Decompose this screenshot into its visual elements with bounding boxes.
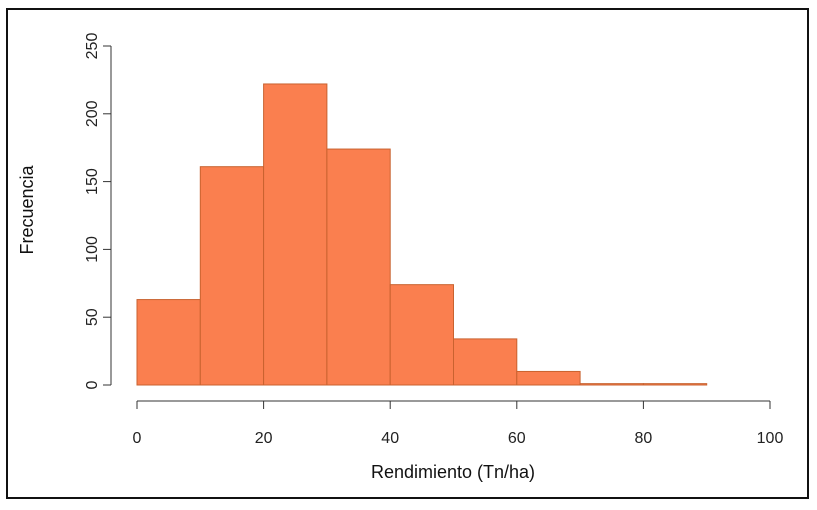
x-tick-label-20: 20	[255, 430, 273, 447]
y-tick-label-100: 100	[84, 236, 101, 263]
y-tick-label-150: 150	[84, 168, 101, 195]
x-tick-label-80: 80	[635, 430, 653, 447]
x-axis-title: Rendimiento (Tn/ha)	[371, 462, 535, 482]
y-axis: 0 50 100 150 200 250	[84, 33, 112, 389]
histogram-bar-0-10	[136, 299, 201, 386]
histogram-bar-70-80	[579, 383, 644, 386]
histogram-bar-80-90	[642, 383, 708, 386]
x-tick-label-0: 0	[133, 430, 142, 447]
y-tick-label-50: 50	[84, 308, 101, 326]
x-axis: 0 20 40 60 80 100	[133, 400, 784, 447]
bars-group	[136, 83, 708, 386]
histogram-bar-50-60	[453, 338, 518, 386]
histogram-bar-20-30	[263, 83, 328, 386]
x-tick-label-60: 60	[508, 430, 526, 447]
histogram-bar-40-50	[389, 284, 455, 386]
y-axis-title: Frecuencia	[17, 164, 37, 254]
x-tick-label-40: 40	[381, 430, 399, 447]
y-tick-label-0: 0	[84, 380, 101, 389]
x-tick-label-100: 100	[757, 430, 784, 447]
histogram-bar-60-70	[516, 370, 581, 386]
y-tick-label-250: 250	[84, 33, 101, 60]
histogram-bar-10-20	[199, 166, 265, 386]
figure-frame	[6, 8, 809, 499]
histogram-bar-30-40	[326, 148, 391, 386]
y-tick-label-200: 200	[84, 100, 101, 127]
